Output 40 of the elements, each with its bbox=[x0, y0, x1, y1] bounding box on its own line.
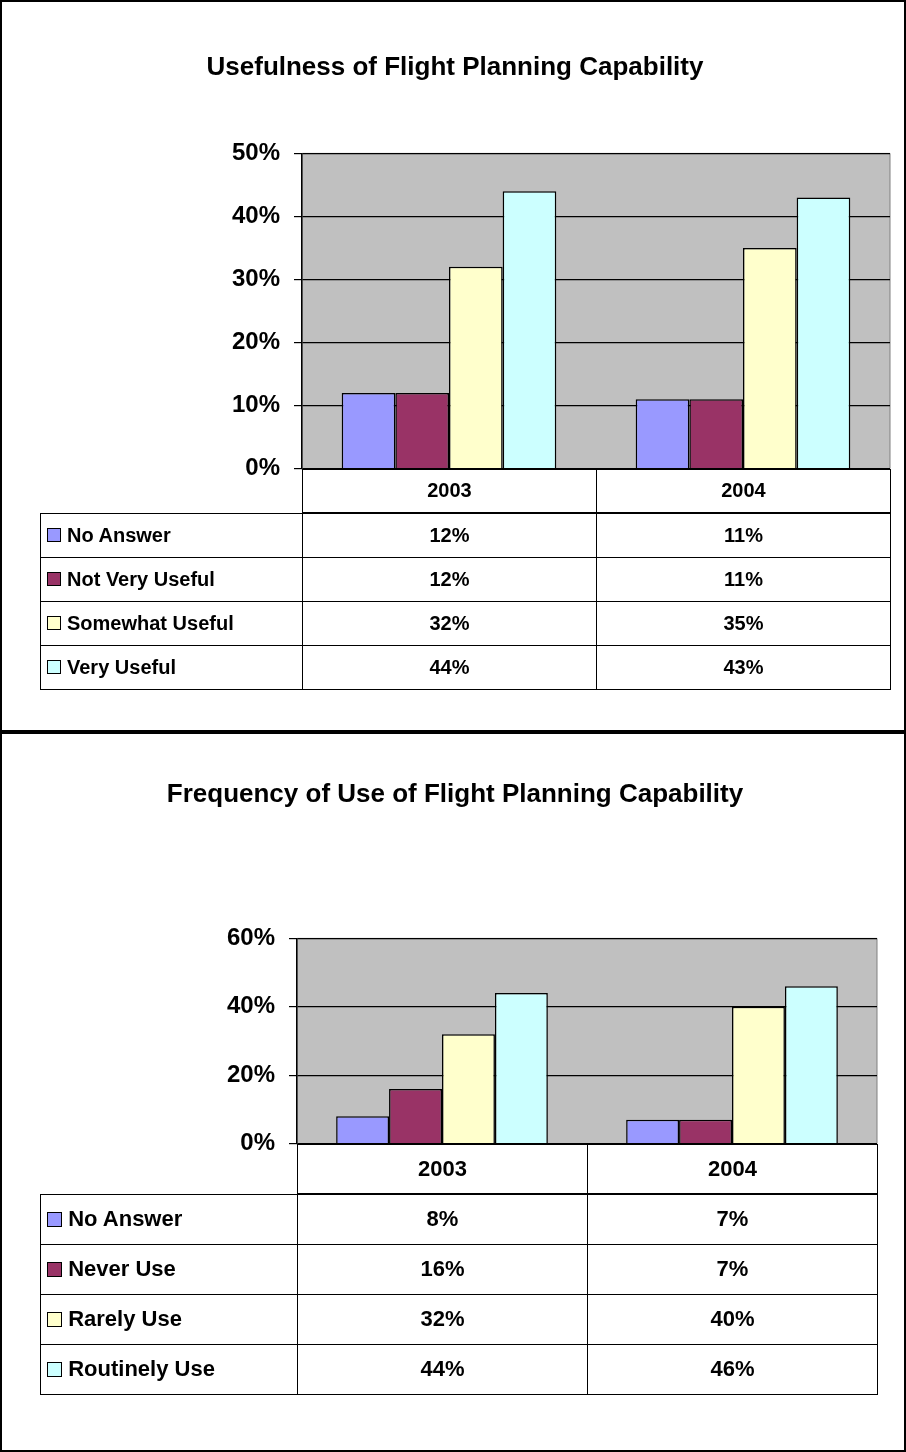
data-label: 16% bbox=[297, 1243, 588, 1295]
legend-label: Never Use bbox=[68, 1256, 176, 1283]
data-label: 32% bbox=[297, 1293, 588, 1345]
data-label: 12% bbox=[302, 512, 597, 558]
legend-label: Rarely Use bbox=[68, 1306, 182, 1333]
data-label: 7% bbox=[587, 1193, 878, 1245]
legend-label: Very Useful bbox=[67, 655, 176, 679]
legend-label: Not Very Useful bbox=[67, 567, 215, 591]
legend-label: Routinely Use bbox=[68, 1356, 215, 1383]
y-tick-label: 20% bbox=[231, 327, 280, 355]
x-tick-label: 2003 bbox=[297, 1143, 588, 1194]
data-label: 11% bbox=[596, 512, 891, 558]
x-tick-label: 2003 bbox=[302, 468, 597, 513]
legend-label: Somewhat Useful bbox=[67, 611, 234, 635]
y-tick-label: 40% bbox=[231, 201, 280, 229]
data-label: 35% bbox=[596, 600, 891, 646]
legend-label: No Answer bbox=[67, 523, 171, 547]
y-tick-label: 60% bbox=[226, 923, 275, 951]
data-label: 32% bbox=[302, 600, 597, 646]
y-tick-label: 50% bbox=[231, 138, 280, 166]
data-label: 44% bbox=[297, 1343, 588, 1395]
data-label: 11% bbox=[596, 556, 891, 602]
y-tick-label: 20% bbox=[226, 1059, 275, 1087]
chart-title: Usefulness of Flight Planning Capability bbox=[205, 50, 705, 83]
y-tick-label: 0% bbox=[240, 1128, 275, 1156]
data-label: 44% bbox=[302, 644, 597, 690]
x-tick-label: 2004 bbox=[596, 468, 891, 513]
data-label: 43% bbox=[596, 644, 891, 690]
data-label: 8% bbox=[297, 1193, 588, 1245]
data-label: 40% bbox=[587, 1293, 878, 1345]
chart-title: Frequency of Use of Flight Planning Capability bbox=[165, 777, 745, 810]
data-label: 12% bbox=[302, 556, 597, 602]
y-tick-label: 40% bbox=[226, 991, 275, 1019]
y-tick-label: 0% bbox=[245, 453, 280, 481]
y-tick-label: 10% bbox=[231, 390, 280, 418]
data-label: 7% bbox=[587, 1243, 878, 1295]
legend-label: No Answer bbox=[68, 1206, 183, 1233]
x-tick-label: 2004 bbox=[587, 1143, 878, 1194]
data-label: 46% bbox=[587, 1343, 878, 1395]
y-tick-label: 30% bbox=[231, 264, 280, 292]
